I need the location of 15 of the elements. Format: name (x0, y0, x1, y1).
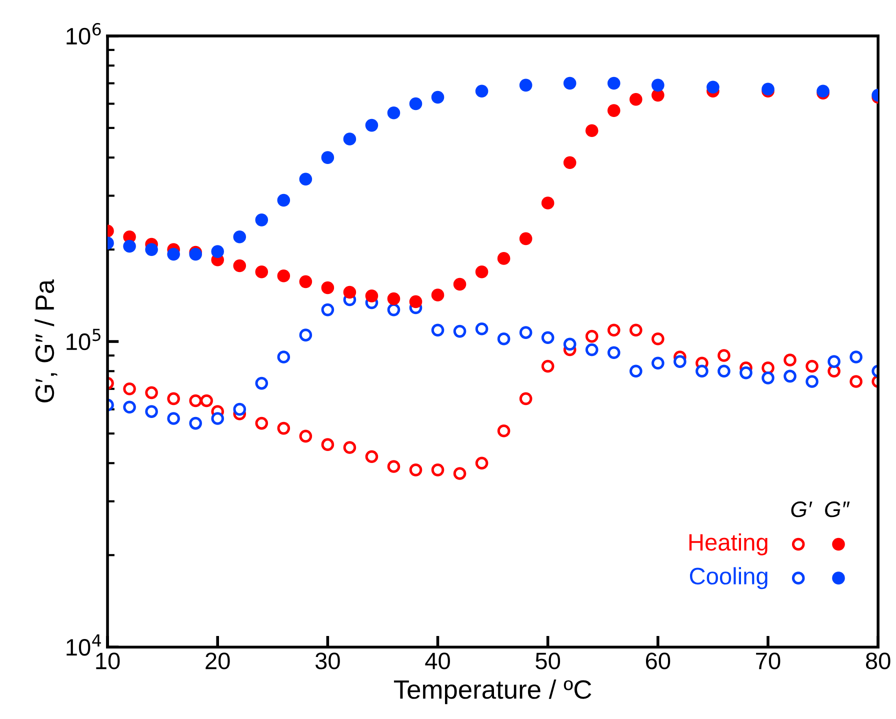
x-tick-label: 60 (646, 652, 670, 670)
x-tick-label: 70 (756, 652, 780, 670)
x-tick-label: 40 (425, 652, 450, 670)
y-tick-label: 10$^{5}$ (66, 328, 100, 350)
y-tick-label: 10$^{6}$ (66, 23, 101, 45)
x-tick-label: 10 (96, 652, 120, 670)
legend-label: Heating (689, 533, 768, 556)
y-axis-title: G′, G″ / Pa (34, 279, 58, 402)
x-tick-label: 30 (315, 652, 340, 670)
x-axis-title: Temperature / ºC (394, 680, 592, 704)
x-tick-label: 80 (866, 652, 890, 670)
legend-label: Cooling (690, 567, 768, 590)
x-tick-label: 50 (536, 652, 560, 670)
legend-title: G′ G″ (791, 501, 850, 518)
x-tick-label: 20 (206, 652, 230, 670)
